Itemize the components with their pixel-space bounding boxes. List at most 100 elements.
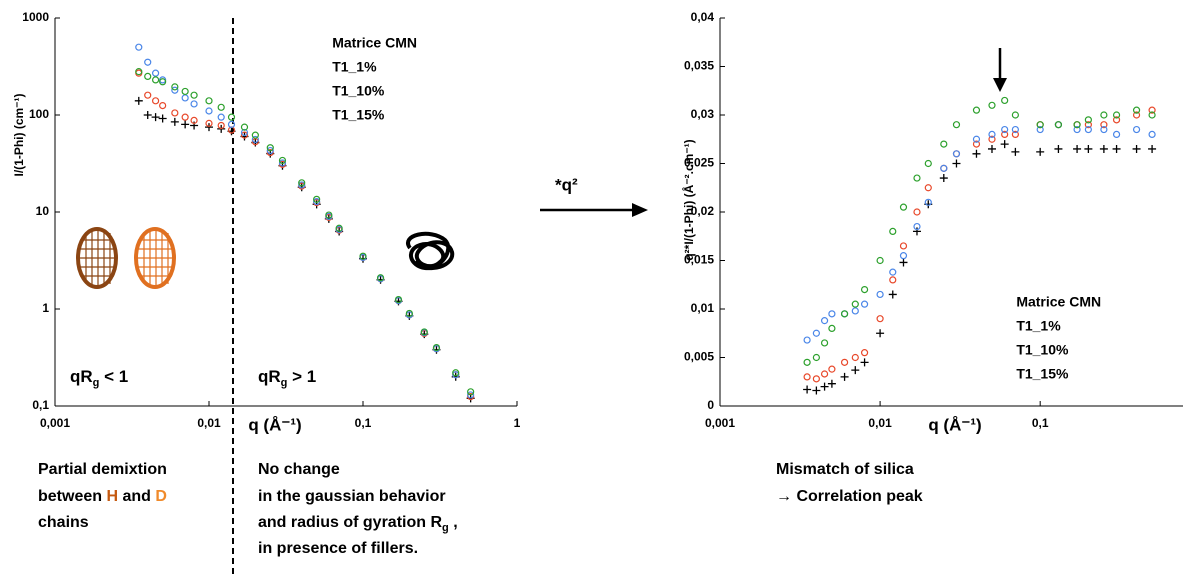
point (924, 159, 932, 168)
point (940, 140, 948, 148)
point (181, 94, 189, 102)
point (1084, 144, 1093, 153)
point (860, 358, 869, 367)
point (1148, 144, 1157, 153)
point (266, 144, 274, 152)
point (1073, 121, 1081, 129)
point (899, 252, 908, 260)
x-tick-label: 0,001 (40, 416, 70, 430)
point (820, 382, 829, 391)
point (924, 198, 932, 206)
point (1084, 121, 1092, 129)
point (1011, 125, 1019, 134)
legend-label: Matrice CMN (332, 35, 417, 51)
note-line: in the gaussian behavior (258, 488, 446, 505)
point (851, 366, 860, 375)
point (913, 174, 921, 182)
point (820, 370, 829, 378)
legend-label: Matrice CMN (1016, 294, 1101, 310)
point (1011, 130, 1019, 138)
x-tick-label: 0,1 (355, 416, 372, 430)
y-tick-label: 1 (42, 301, 49, 315)
point (860, 286, 869, 294)
point (313, 198, 321, 206)
point (217, 103, 225, 111)
point (1112, 111, 1121, 119)
note-text: , (449, 514, 458, 531)
point (144, 72, 152, 80)
note-line: No change (258, 461, 340, 478)
point (1100, 125, 1108, 134)
y-axis-label: q²*I/(1-Phi) (Å⁻².cm⁻¹) (681, 139, 696, 260)
point (876, 315, 884, 323)
point (1001, 130, 1009, 138)
x-tick-label: 0,01 (197, 416, 221, 430)
point (151, 69, 160, 77)
point (803, 373, 811, 381)
y-tick-label: 0,025 (684, 156, 714, 170)
point (190, 100, 198, 108)
point (889, 268, 897, 276)
point (205, 119, 213, 127)
point (1036, 121, 1044, 129)
point (159, 78, 167, 86)
point (134, 96, 143, 105)
note-line: chains (38, 514, 89, 531)
point (171, 86, 179, 94)
y-tick-label: 0,015 (684, 253, 714, 267)
point (190, 91, 198, 99)
point (952, 159, 961, 168)
point (227, 113, 236, 121)
point (359, 252, 367, 260)
point (205, 97, 213, 105)
x-tick-label: 0,01 (868, 416, 892, 430)
point (860, 349, 869, 357)
x-tick-label: 0,001 (705, 416, 735, 430)
point (1054, 144, 1063, 153)
y-tick-label: 0,005 (684, 350, 714, 364)
point (1073, 125, 1081, 134)
point (376, 274, 385, 282)
point (467, 388, 475, 396)
point (924, 184, 932, 192)
regime-text: qR (70, 367, 93, 386)
point (420, 328, 428, 336)
point (1132, 106, 1141, 114)
point (1112, 116, 1121, 124)
legend-label: T1_1% (332, 59, 377, 75)
point (972, 106, 981, 114)
point (812, 386, 821, 395)
y-tick-label: 0,02 (691, 204, 715, 218)
regime-sub: g (93, 377, 100, 389)
x-axis-label: q (Å⁻¹) (248, 415, 301, 434)
point (298, 181, 306, 189)
point (987, 144, 996, 153)
legend-label: T1_15% (332, 107, 385, 123)
regime-label: qRg < 1 (70, 367, 128, 388)
chain-icon-d (134, 227, 176, 289)
point (151, 97, 160, 105)
point (912, 227, 921, 236)
point (240, 128, 249, 137)
point (1112, 130, 1121, 138)
point (205, 107, 213, 115)
point (190, 116, 198, 124)
point (467, 391, 475, 399)
point (889, 276, 897, 284)
point (190, 121, 199, 130)
point (972, 140, 981, 148)
note-line: and radius of gyration Rg , (258, 514, 458, 534)
point (803, 358, 811, 366)
point (812, 375, 820, 383)
point (1054, 121, 1063, 129)
point (1132, 125, 1141, 134)
point (851, 300, 859, 308)
point (251, 135, 259, 144)
note-text: and (118, 488, 155, 505)
point (820, 317, 829, 325)
point (181, 120, 190, 129)
point (394, 295, 403, 304)
note-line: in presence of fillers. (258, 540, 418, 557)
point (988, 130, 996, 138)
